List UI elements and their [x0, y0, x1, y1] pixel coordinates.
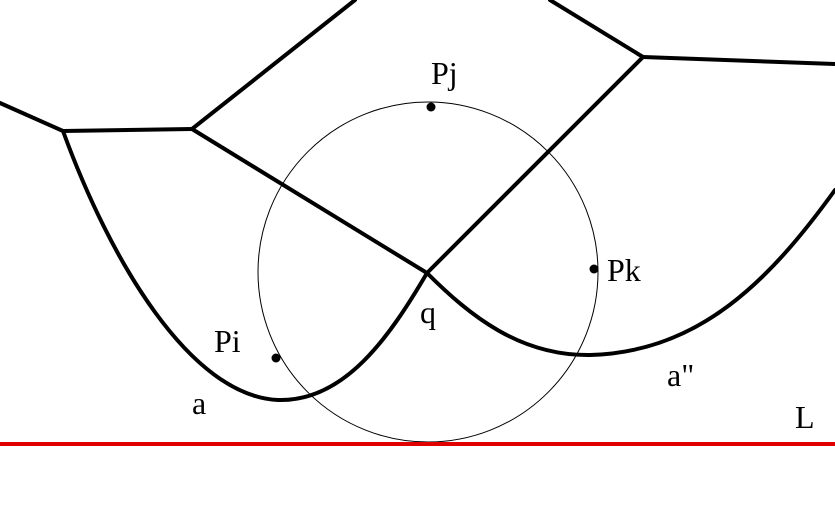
voronoi-edge-to-q — [190, 127, 429, 275]
label-arc-a: a — [192, 385, 206, 421]
voronoi-edge-right — [641, 55, 835, 66]
site-point-pi — [271, 353, 281, 363]
label-pk: Pk — [607, 252, 641, 288]
beach-arc-a-double-prime — [425, 188, 835, 358]
label-pj: Pj — [431, 55, 458, 91]
voronoi-edge-to-top-left — [190, 0, 357, 131]
site-point-pk — [589, 264, 599, 274]
label-arc-a-double-prime: a" — [667, 357, 694, 393]
label-q: q — [420, 294, 436, 330]
label-pi: Pi — [214, 323, 241, 359]
label-sweep-line: L — [795, 399, 815, 435]
voronoi-edge-to-top-right — [548, 0, 645, 59]
voronoi-edges — [0, 0, 835, 275]
voronoi-edge-upper-left — [61, 127, 194, 133]
voronoi-edge-q-up-right — [425, 55, 645, 275]
beach-arc-a — [61, 129, 429, 403]
voronoi-edge-far-left — [0, 101, 65, 133]
beach-line — [61, 129, 835, 403]
site-point-pj — [426, 102, 436, 112]
